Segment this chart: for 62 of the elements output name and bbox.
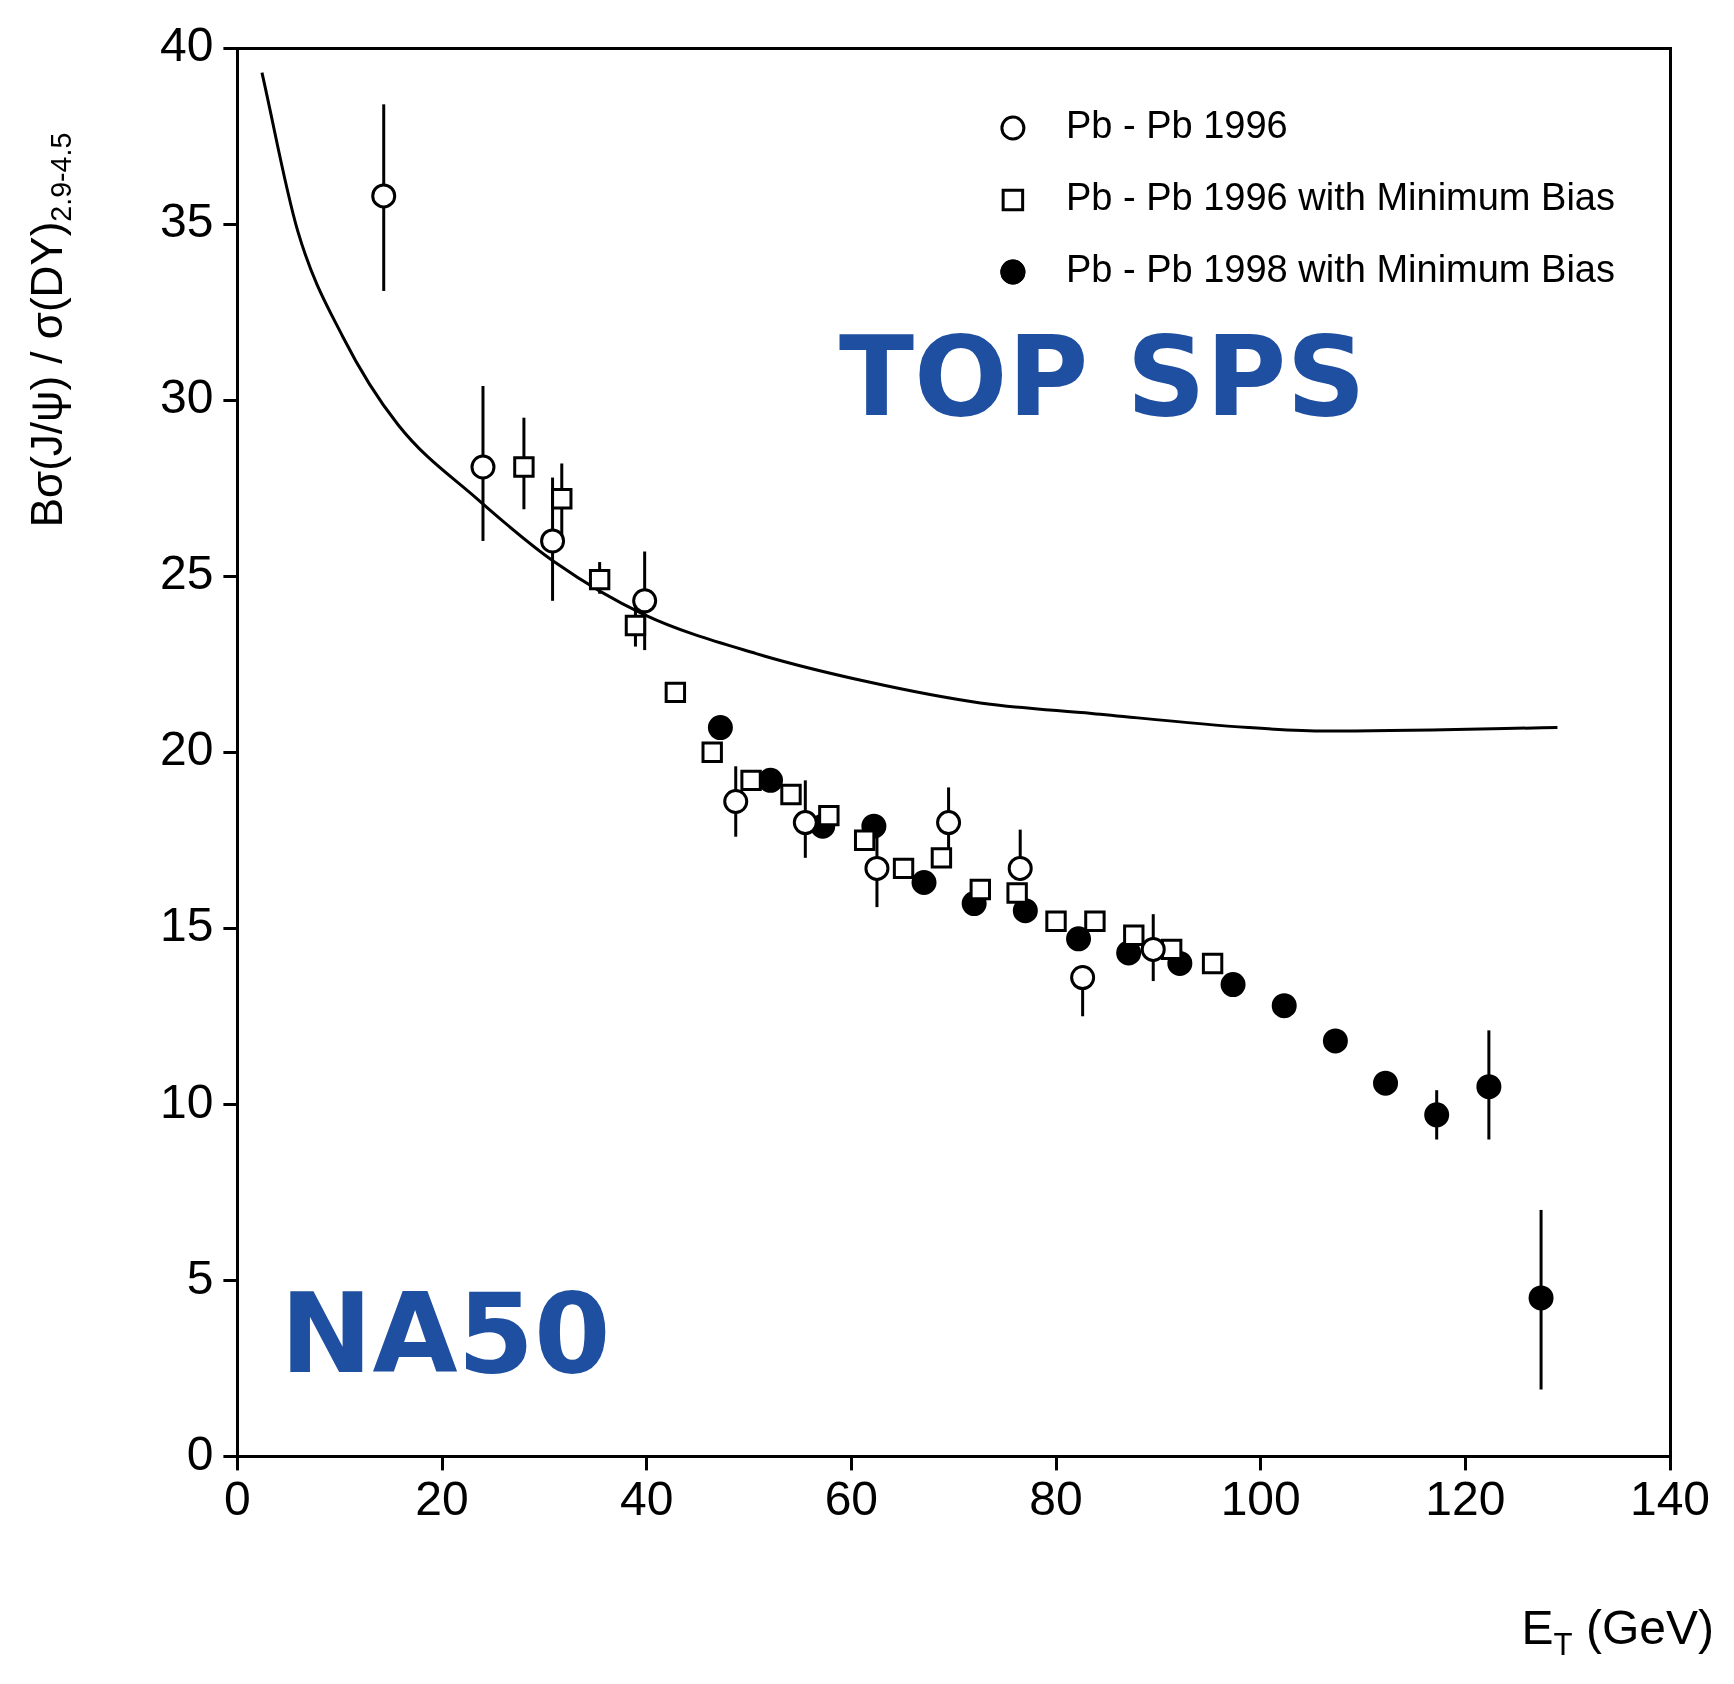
point	[707, 715, 733, 741]
point	[513, 456, 535, 478]
point	[818, 804, 840, 827]
point	[1476, 1074, 1502, 1100]
x-tick-label: 100	[1220, 1472, 1301, 1526]
point	[1070, 965, 1096, 991]
y-tick-label: 5	[186, 1250, 214, 1304]
point	[1424, 1102, 1450, 1128]
point	[1123, 924, 1145, 946]
point	[701, 741, 723, 763]
point	[1271, 993, 1297, 1019]
point	[1045, 910, 1067, 932]
x-axis-title: E$_{T}$ (GeV)	[1521, 1600, 1714, 1663]
x-tick-label: 40	[620, 1472, 674, 1526]
point	[740, 769, 762, 792]
point	[1140, 936, 1166, 962]
point	[780, 783, 802, 806]
point	[588, 568, 611, 591]
point	[1220, 972, 1246, 998]
point	[1084, 910, 1106, 932]
point	[930, 847, 953, 869]
point	[723, 788, 749, 814]
point	[1528, 1285, 1554, 1311]
point	[1007, 855, 1033, 881]
point	[936, 810, 962, 836]
point	[969, 878, 991, 901]
point	[1322, 1028, 1348, 1054]
point	[853, 829, 876, 851]
y-tick-label: 30	[160, 370, 214, 424]
x-tick-label: 80	[1029, 1472, 1083, 1526]
point	[632, 588, 658, 614]
y-tick-label: 35	[160, 194, 214, 248]
x-tick-label: 20	[415, 1472, 469, 1526]
x-tick-label: 120	[1425, 1472, 1506, 1526]
y-tick-label: 20	[160, 722, 214, 776]
point	[624, 614, 647, 637]
y-tick-label: 25	[160, 546, 214, 600]
point	[892, 857, 915, 880]
point	[1201, 952, 1224, 975]
point	[551, 488, 573, 510]
legend-label: Pb - Pb 1996	[1065, 104, 1288, 147]
point	[1373, 1070, 1399, 1096]
annotation: NA50	[280, 1270, 611, 1399]
x-tick-label: 60	[824, 1472, 879, 1526]
point	[1006, 882, 1028, 904]
x-tick-label: 140	[1629, 1472, 1711, 1526]
point	[540, 528, 566, 554]
legend-label: Pb - Pb 1998 with Minimum Bias	[1065, 248, 1615, 291]
point	[911, 869, 937, 895]
point	[371, 183, 397, 209]
y-tick-label: 0	[186, 1426, 214, 1480]
point	[1066, 926, 1092, 952]
y-tick-label: 10	[160, 1074, 214, 1128]
y-tick-label: 40	[160, 18, 214, 72]
point	[864, 855, 890, 881]
point	[470, 454, 496, 480]
point	[664, 681, 687, 704]
point	[792, 810, 818, 836]
annotation: TOP SPS	[839, 312, 1366, 441]
y-tick-label: 15	[160, 898, 214, 952]
legend-label: Pb - Pb 1996 with Minimum Bias	[1065, 176, 1615, 219]
x-tick-label: 0	[224, 1472, 251, 1526]
